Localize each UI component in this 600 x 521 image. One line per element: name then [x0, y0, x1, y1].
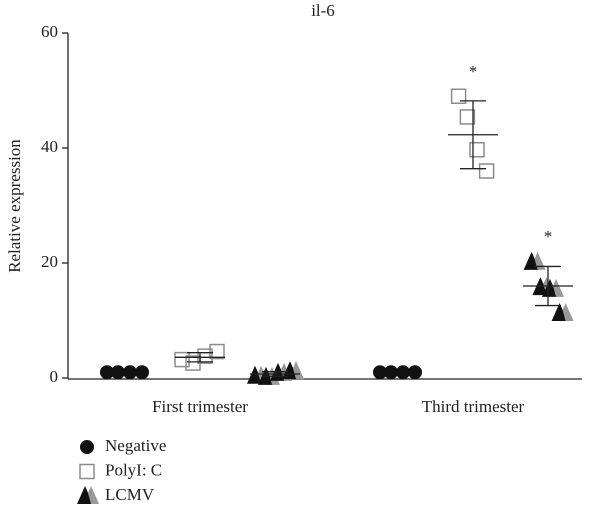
point: [79, 463, 95, 480]
y-tick-label: 20: [41, 252, 58, 271]
point: [209, 343, 225, 360]
point: [174, 351, 190, 368]
point: [408, 365, 422, 380]
x-tick-label: First trimester: [152, 397, 248, 416]
point: [123, 365, 137, 380]
triangle-dark: [523, 251, 540, 270]
triangle-light: [553, 278, 564, 297]
point: [523, 251, 546, 270]
point: [80, 440, 94, 454]
legend-label: LCMV: [105, 485, 155, 504]
point: [396, 365, 410, 380]
triangle-light: [88, 486, 99, 504]
y-tick-label: 0: [50, 367, 59, 386]
point: [100, 365, 114, 380]
error-bar: [535, 265, 561, 307]
triangle-light: [562, 303, 574, 322]
triangle-dark: [551, 303, 568, 322]
annotation: *: [469, 62, 478, 81]
triangle-dark: [77, 486, 93, 504]
legend-label: PolyI: C: [105, 460, 162, 479]
error-bar: [187, 352, 213, 363]
x-tick-label: Third trimester: [422, 397, 525, 416]
point: [135, 365, 149, 380]
point: [478, 163, 495, 179]
y-axis-label: Relative expression: [5, 139, 24, 273]
point: [551, 303, 574, 322]
y-tick-label: 40: [41, 137, 58, 156]
point: [384, 365, 398, 380]
point: [197, 348, 213, 364]
point: [542, 278, 564, 297]
point: [450, 88, 467, 104]
error-bar: [460, 100, 486, 170]
triangle-dark: [542, 278, 558, 297]
legend-label: Negative: [105, 436, 166, 455]
triangle-dark: [247, 365, 263, 384]
triangle-light: [534, 251, 546, 270]
point: [459, 109, 476, 125]
annotation: *: [544, 227, 553, 246]
point: [111, 365, 125, 380]
point: [469, 141, 485, 158]
y-tick-label: 60: [41, 22, 58, 41]
chart-title: il-6: [311, 1, 335, 20]
point: [373, 365, 387, 380]
error-bar: [262, 371, 288, 377]
point: [77, 486, 99, 504]
